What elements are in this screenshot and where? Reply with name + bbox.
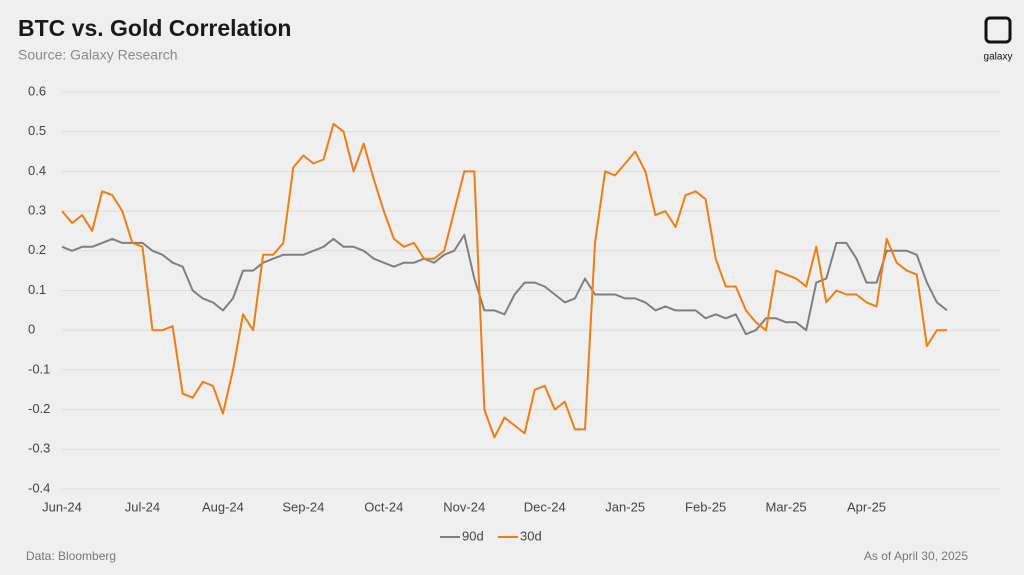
x-tick-label: Nov-24 — [443, 499, 485, 514]
x-tick-label: Sep-24 — [282, 499, 324, 514]
line-series — [61, 122, 947, 439]
x-tick-label: Feb-25 — [685, 499, 726, 514]
y-tick-label: 0.5 — [28, 123, 46, 138]
y-tick-label: 0.3 — [28, 203, 46, 218]
legend-label: 30d — [520, 528, 542, 543]
date-note: As of April 30, 2025 — [864, 549, 968, 563]
y-tick-label: 0.4 — [28, 163, 46, 178]
chart-subtitle: Source: Galaxy Research — [18, 47, 178, 63]
x-tick-label: Apr-25 — [847, 499, 886, 514]
y-tick-label: 0.2 — [28, 242, 46, 257]
source-note: Data: Bloomberg — [26, 549, 116, 563]
x-tick-label: Oct-24 — [364, 499, 403, 514]
y-tick-label: -0.4 — [28, 480, 50, 495]
x-tick-label: Dec-24 — [524, 499, 566, 514]
y-tick-label: -0.2 — [28, 401, 50, 416]
x-tick-label: Jan-25 — [605, 499, 645, 514]
legend-label: 90d — [462, 528, 484, 543]
x-tick-label: Mar-25 — [765, 499, 806, 514]
x-tick-label: Jul-24 — [125, 499, 160, 514]
x-tick-label: Jun-24 — [42, 499, 82, 514]
y-tick-label: 0.1 — [28, 282, 46, 297]
line-series — [61, 233, 948, 336]
x-tick-label: Aug-24 — [202, 499, 244, 514]
y-tick-label: 0.6 — [28, 83, 46, 98]
logo-text: galaxy — [984, 52, 1013, 63]
y-tick-label: -0.1 — [28, 361, 50, 376]
chart-title: BTC vs. Gold Correlation — [18, 15, 291, 41]
y-tick-label: 0 — [28, 322, 35, 337]
logo-icon — [984, 16, 1012, 44]
y-tick-label: -0.3 — [28, 441, 50, 456]
